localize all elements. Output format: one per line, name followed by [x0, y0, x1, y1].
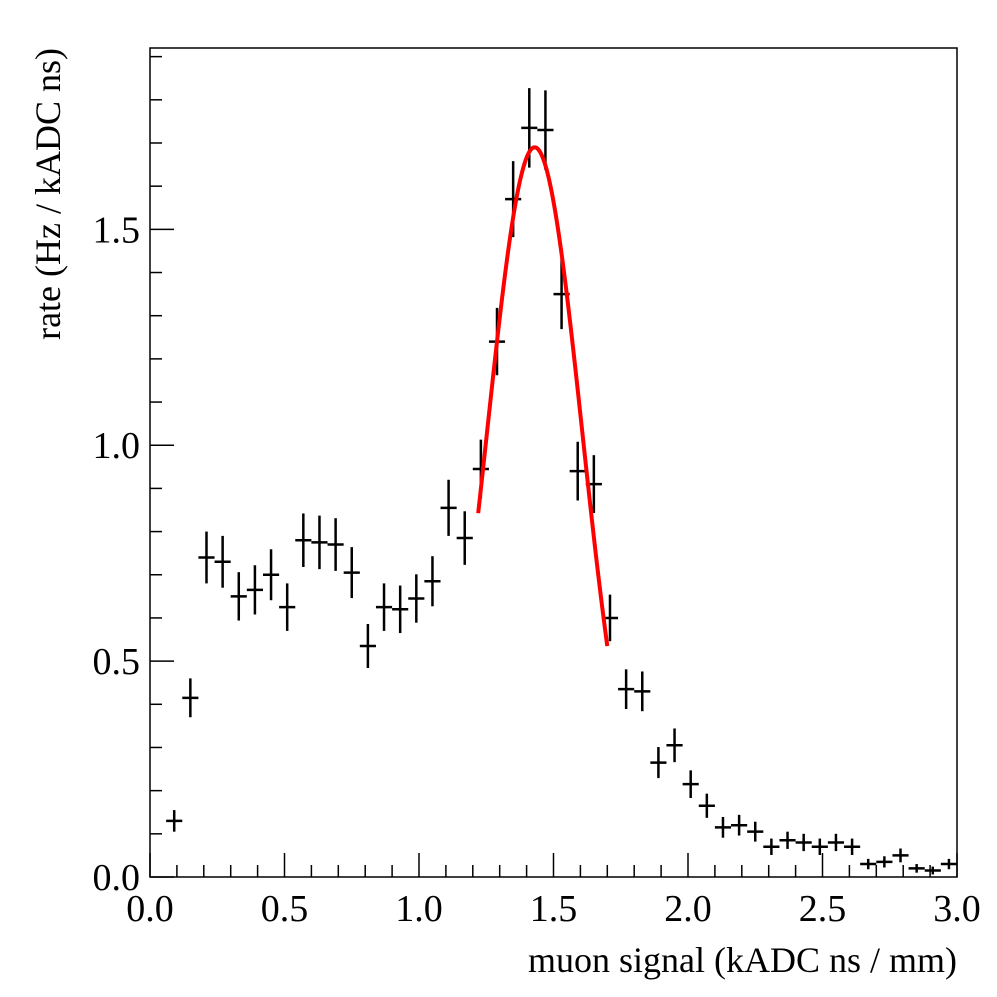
x-tick-label: 0.0 [126, 888, 174, 930]
x-tick-label: 0.5 [261, 888, 309, 930]
x-tick-label: 2.0 [664, 888, 712, 930]
fit-curve [476, 145, 610, 647]
plot-frame [149, 47, 958, 878]
y-tick-label: 1.0 [93, 425, 141, 467]
y-axis-label: rate (Hz / kADC ns) [28, 48, 68, 340]
x-tick-label: 2.5 [799, 888, 847, 930]
x-tick-label: 1.5 [530, 888, 578, 930]
y-tick-label: 0.0 [93, 857, 141, 899]
y-tick-label: 1.5 [93, 209, 141, 251]
y-tick-label: 0.5 [93, 641, 141, 683]
x-tick-label: 3.0 [933, 888, 981, 930]
x-tick-label: 1.0 [395, 888, 443, 930]
x-axis-label: muon signal (kADC ns / mm) [528, 940, 957, 980]
